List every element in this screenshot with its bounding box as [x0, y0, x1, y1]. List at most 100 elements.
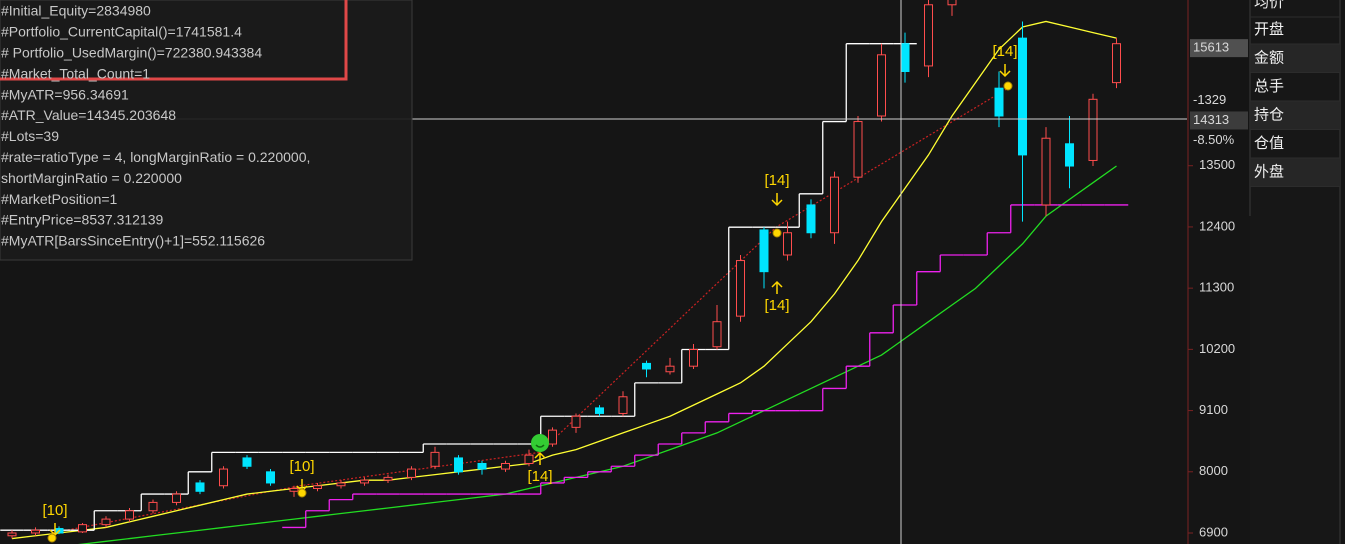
candle-body	[336, 482, 346, 487]
info-line: #rate=ratioType = 4, longMarginRatio = 0…	[1, 149, 310, 165]
candle-body	[454, 457, 463, 473]
candle-body	[642, 362, 651, 370]
info-line: shortMarginRatio = 0.220000	[1, 170, 182, 186]
quote-row-bg	[1251, 101, 1340, 130]
quote-row-bg	[1251, 44, 1340, 73]
candle-body	[947, 0, 957, 6]
price-tick-label: 11300	[1199, 280, 1234, 295]
cursor-price-box	[1190, 111, 1248, 130]
candle-body	[383, 476, 393, 481]
candle-body	[289, 488, 299, 492]
signal-label: [14]	[992, 43, 1017, 60]
candle-body	[31, 529, 40, 534]
candle-body	[7, 532, 17, 537]
quote-label: 金额	[1254, 49, 1284, 66]
candle-body	[548, 429, 557, 445]
signal-marker	[297, 488, 307, 498]
info-line: #ATR_Value=14345.203648	[1, 107, 176, 123]
candle-body	[924, 4, 933, 67]
highlight-box	[0, 0, 348, 81]
candle-body	[1088, 98, 1098, 161]
price-tick-label: 13500	[1199, 157, 1235, 172]
candle-body	[430, 451, 440, 467]
candle-body	[853, 121, 863, 178]
price-tick-label: 10200	[1199, 341, 1235, 356]
quote-row-bg	[1251, 158, 1340, 187]
candle-body	[501, 462, 510, 470]
candle-body	[759, 229, 769, 273]
price-tick-label: 9100	[1199, 402, 1228, 417]
signal-marker	[47, 533, 57, 543]
candle-body	[78, 524, 87, 533]
quote-label: 开盘	[1254, 20, 1284, 38]
candle-body	[806, 204, 816, 234]
signal-arrow-head	[534, 451, 546, 459]
candle-body	[1065, 143, 1074, 167]
entry-icon	[531, 434, 549, 452]
candle-body	[1041, 137, 1051, 206]
info-line: #MyATR[BarsSinceEntry()+1]=552.115626	[1, 233, 265, 249]
signal-marker	[1003, 81, 1013, 91]
candle-body	[712, 321, 722, 348]
signal-label: [10]	[42, 502, 67, 519]
signal-arrow-head	[999, 70, 1011, 78]
candle-body	[994, 87, 1004, 117]
cursor-change: -1329	[1193, 92, 1226, 107]
signal-arrow-head	[771, 199, 783, 207]
candle-body	[736, 260, 745, 317]
candle-body	[618, 396, 628, 414]
price-tick-label: 6900	[1199, 524, 1228, 539]
info-line: # Portfolio_UsedMargin()=722380.943384	[1, 45, 262, 61]
info-panel: #Initial_Equity=2834980 #Portfolio_Curren…	[0, 0, 413, 261]
info-line: #Portfolio_CurrentCapital()=1741581.4	[1, 24, 242, 40]
candle-body	[689, 349, 698, 367]
cursor-change-pct: -8.50%	[1193, 132, 1235, 147]
last-price-label: 15613	[1193, 40, 1229, 55]
candle-body	[524, 454, 534, 464]
last-price-box	[1190, 39, 1248, 58]
candle-body	[407, 468, 416, 478]
candle-body	[830, 176, 839, 234]
candle-body	[477, 462, 487, 470]
signal-arrow-head	[771, 280, 783, 288]
entry-icon-face	[535, 444, 545, 448]
signal-label: [14]	[764, 172, 789, 189]
ma-line	[11, 20, 1117, 540]
candle-body	[783, 232, 792, 256]
signal-label: [14]	[527, 468, 552, 485]
candle-body	[900, 43, 910, 73]
candle-body	[571, 415, 581, 428]
candle-body	[101, 518, 111, 526]
quote-panel-bg	[1250, 0, 1340, 544]
candle-body	[1112, 43, 1121, 84]
info-line: #EntryPrice=8537.312139	[1, 212, 163, 228]
price-axis: 13500 12400 11300 10200 9100 8000 6900 15613 -13…	[1188, 39, 1248, 539]
quote-label: 均价	[1254, 0, 1284, 11]
price-tick-label: 8000	[1199, 463, 1228, 478]
quote-label: 仓值	[1254, 135, 1284, 152]
candle-body	[172, 493, 181, 503]
info-line: #Lots=39	[1, 128, 59, 144]
quote-label: 总手	[1254, 78, 1284, 95]
candle-body	[195, 482, 205, 492]
signal-label: [14]	[764, 297, 789, 314]
candle-body	[313, 485, 322, 490]
candle-body	[125, 510, 134, 520]
candle-body	[266, 471, 275, 484]
info-line: #MarketPosition=1	[1, 191, 118, 207]
quote-label: 外盘	[1254, 162, 1284, 180]
plot-area: [10] [10] [14] [14] [14] [14]	[0, 0, 1129, 544]
quote-label: 持仓	[1254, 106, 1284, 123]
candle-body	[360, 479, 369, 484]
info-line: #Market_Total_Count=1	[1, 65, 150, 81]
candle-body	[148, 501, 158, 512]
candle-body	[595, 407, 604, 414]
cursor-price-label: 14313	[1193, 112, 1229, 127]
candle-body	[877, 54, 886, 117]
info-box	[0, 0, 413, 261]
info-line: #MyATR=956.34691	[1, 86, 129, 102]
price-tick-label: 12400	[1199, 218, 1235, 233]
signal-label: [10]	[289, 458, 314, 475]
